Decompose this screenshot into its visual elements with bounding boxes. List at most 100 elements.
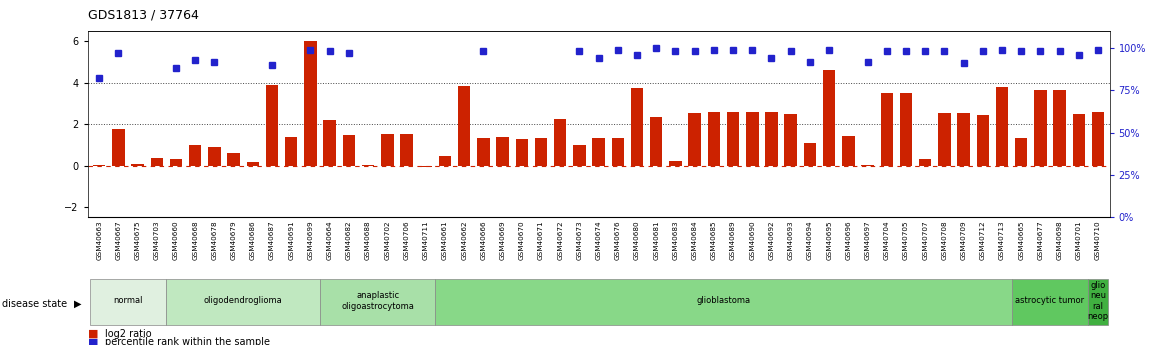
Text: GSM40690: GSM40690 — [750, 220, 756, 260]
Text: GSM40701: GSM40701 — [1076, 220, 1082, 260]
Text: GSM40688: GSM40688 — [366, 220, 371, 260]
Text: GSM40684: GSM40684 — [691, 220, 697, 260]
Bar — [746, 112, 758, 166]
Text: GSM40696: GSM40696 — [846, 220, 851, 260]
Text: GSM40689: GSM40689 — [730, 220, 736, 260]
Text: astrocytic tumor: astrocytic tumor — [1015, 296, 1085, 305]
Bar — [285, 137, 298, 166]
Bar — [535, 138, 548, 166]
Bar — [899, 93, 912, 166]
Text: GSM40698: GSM40698 — [1057, 220, 1063, 260]
Text: GSM40662: GSM40662 — [461, 220, 467, 260]
Bar — [861, 165, 874, 166]
Text: oligodendroglioma: oligodendroglioma — [204, 296, 283, 305]
Text: GSM40660: GSM40660 — [173, 220, 179, 260]
Bar — [765, 112, 778, 166]
Bar — [1089, 279, 1107, 325]
Text: normal: normal — [113, 296, 142, 305]
Bar — [208, 147, 221, 166]
Text: GSM40704: GSM40704 — [884, 220, 890, 260]
Bar — [669, 161, 682, 166]
Text: GSM40693: GSM40693 — [787, 220, 794, 260]
Bar — [1011, 279, 1089, 325]
Text: GSM40691: GSM40691 — [288, 220, 294, 260]
Text: GSM40674: GSM40674 — [596, 220, 602, 260]
Bar — [919, 159, 931, 166]
Bar — [726, 112, 739, 166]
Text: GSM40661: GSM40661 — [442, 220, 447, 260]
Bar — [958, 113, 969, 166]
Text: ▶: ▶ — [74, 299, 81, 308]
Bar — [631, 88, 644, 166]
Text: GSM40685: GSM40685 — [711, 220, 717, 260]
Text: GSM40708: GSM40708 — [941, 220, 947, 260]
Text: GSM40672: GSM40672 — [557, 220, 563, 260]
Text: GSM40713: GSM40713 — [999, 220, 1004, 260]
Text: GSM40702: GSM40702 — [384, 220, 390, 260]
Bar — [785, 114, 797, 166]
Text: GSM40668: GSM40668 — [193, 220, 199, 260]
Bar — [1015, 138, 1028, 166]
Bar — [649, 117, 662, 166]
Bar — [419, 166, 432, 167]
Text: GSM40683: GSM40683 — [673, 220, 679, 260]
Bar — [436, 279, 1011, 325]
Bar — [496, 137, 509, 166]
Text: GSM40663: GSM40663 — [96, 220, 102, 260]
Bar — [166, 279, 320, 325]
Text: GSM40665: GSM40665 — [1018, 220, 1024, 260]
Text: GSM40676: GSM40676 — [614, 220, 621, 260]
Text: GSM40664: GSM40664 — [327, 220, 333, 260]
Text: GSM40669: GSM40669 — [500, 220, 506, 260]
Bar — [401, 134, 412, 166]
Bar — [90, 279, 166, 325]
Bar — [592, 138, 605, 166]
Bar — [266, 85, 278, 166]
Text: glio
neu
ral
neop: glio neu ral neop — [1087, 281, 1108, 321]
Bar — [823, 70, 835, 166]
Text: disease state: disease state — [2, 299, 68, 308]
Bar — [515, 139, 528, 166]
Text: GSM40712: GSM40712 — [980, 220, 986, 260]
Bar — [804, 143, 816, 166]
Text: ■: ■ — [88, 337, 98, 345]
Text: GSM40680: GSM40680 — [634, 220, 640, 260]
Bar — [320, 279, 436, 325]
Bar — [246, 162, 259, 166]
Text: GSM40711: GSM40711 — [423, 220, 429, 260]
Bar — [938, 113, 951, 166]
Text: glioblastoma: glioblastoma — [696, 296, 751, 305]
Text: GSM40694: GSM40694 — [807, 220, 813, 260]
Bar — [169, 159, 182, 166]
Bar — [1034, 90, 1047, 166]
Text: GDS1813 / 37764: GDS1813 / 37764 — [88, 9, 199, 22]
Bar — [573, 145, 585, 166]
Bar — [688, 113, 701, 166]
Bar — [842, 136, 855, 166]
Text: ■: ■ — [88, 329, 98, 339]
Text: GSM40682: GSM40682 — [346, 220, 352, 260]
Bar — [1072, 114, 1085, 166]
Text: GSM40666: GSM40666 — [480, 220, 486, 260]
Text: percentile rank within the sample: percentile rank within the sample — [105, 337, 270, 345]
Text: GSM40707: GSM40707 — [923, 220, 929, 260]
Text: GSM40695: GSM40695 — [826, 220, 832, 260]
Text: GSM40703: GSM40703 — [154, 220, 160, 260]
Bar — [304, 41, 317, 166]
Bar — [554, 119, 566, 166]
Text: GSM40677: GSM40677 — [1037, 220, 1043, 260]
Text: log2 ratio: log2 ratio — [105, 329, 152, 339]
Bar — [1092, 112, 1104, 166]
Text: GSM40699: GSM40699 — [307, 220, 313, 260]
Bar — [131, 164, 144, 166]
Text: GSM40673: GSM40673 — [576, 220, 583, 260]
Text: GSM40709: GSM40709 — [960, 220, 967, 260]
Bar — [112, 129, 125, 166]
Bar — [151, 158, 164, 166]
Bar — [362, 165, 374, 166]
Text: GSM40687: GSM40687 — [269, 220, 274, 260]
Bar — [881, 93, 894, 166]
Text: anaplastic
oligoastrocytoma: anaplastic oligoastrocytoma — [341, 291, 415, 310]
Text: GSM40705: GSM40705 — [903, 220, 909, 260]
Bar — [228, 153, 239, 166]
